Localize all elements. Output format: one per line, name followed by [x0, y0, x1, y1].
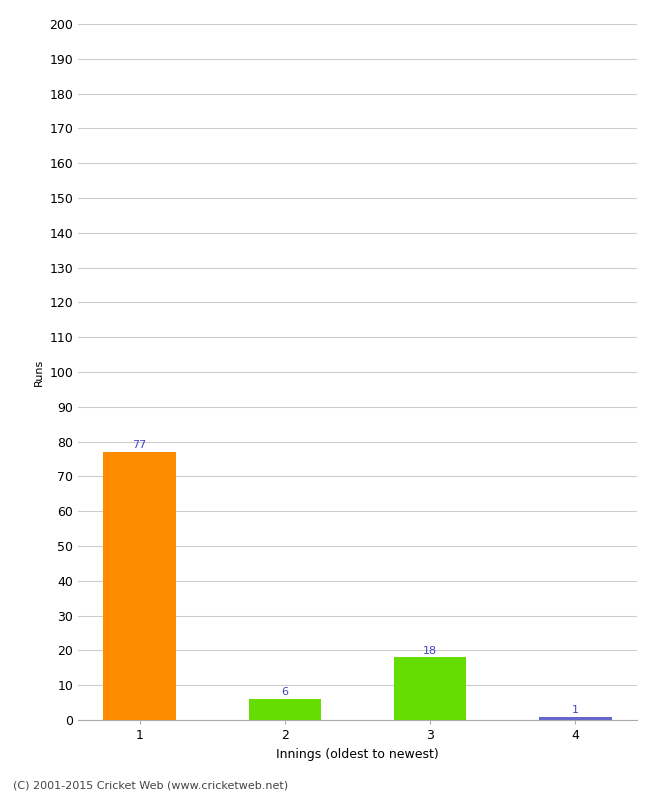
- X-axis label: Innings (oldest to newest): Innings (oldest to newest): [276, 747, 439, 761]
- Text: 18: 18: [423, 646, 437, 656]
- Text: 77: 77: [133, 440, 147, 450]
- Bar: [539, 717, 612, 720]
- Bar: [248, 699, 321, 720]
- Bar: [394, 658, 467, 720]
- Text: 1: 1: [572, 705, 578, 714]
- Text: 6: 6: [281, 687, 289, 698]
- Bar: [103, 452, 176, 720]
- Y-axis label: Runs: Runs: [34, 358, 44, 386]
- Text: (C) 2001-2015 Cricket Web (www.cricketweb.net): (C) 2001-2015 Cricket Web (www.cricketwe…: [13, 781, 288, 790]
